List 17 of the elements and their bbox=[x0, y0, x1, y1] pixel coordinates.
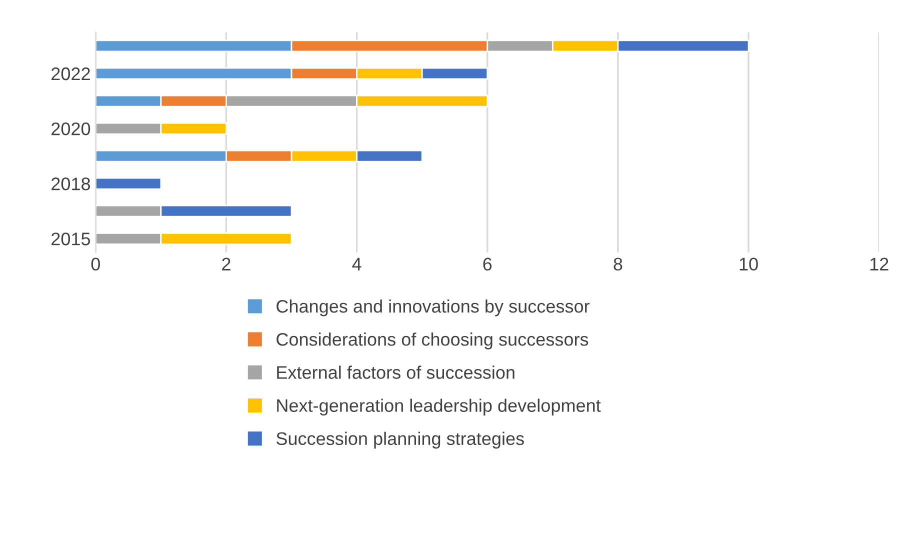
bar bbox=[96, 177, 162, 190]
y-tick-label: 2015 bbox=[52, 232, 90, 246]
y-tick-label: 2020 bbox=[52, 122, 90, 136]
x-tick-label: 2 bbox=[222, 258, 230, 270]
y-tick-label: 2018 bbox=[52, 178, 90, 190]
legend-label: Considerations of choosing successors bbox=[276, 332, 588, 350]
x-tick-label: 10 bbox=[740, 258, 758, 271]
x-tick-label: 6 bbox=[483, 258, 492, 271]
x-tick-label: 12 bbox=[870, 258, 888, 270]
legend-label: Next-generation leadership development bbox=[277, 398, 601, 416]
y-tick-label: 2022 bbox=[52, 67, 90, 80]
legend-label: External factors of succession bbox=[277, 366, 514, 379]
x-tick-label: 8 bbox=[614, 258, 622, 271]
legend-label: Changes and innovations by successor bbox=[276, 299, 590, 316]
x-tick-label: 4 bbox=[352, 258, 362, 270]
x-tick-label: 0 bbox=[91, 258, 100, 271]
legend-label: Succession planning strategies bbox=[276, 432, 524, 449]
